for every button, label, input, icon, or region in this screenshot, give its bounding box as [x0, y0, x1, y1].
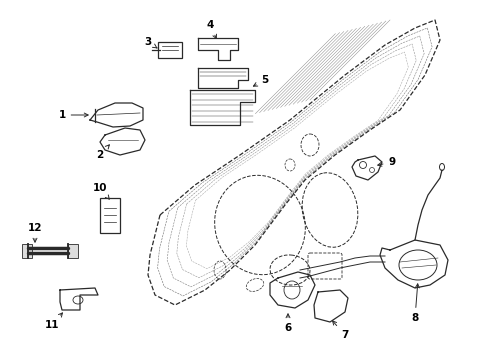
Text: 2: 2: [97, 145, 109, 160]
Bar: [100, 198, 120, 233]
Text: 7: 7: [333, 321, 349, 340]
Text: 11: 11: [45, 313, 62, 330]
Bar: [158, 42, 182, 58]
Text: 5: 5: [253, 75, 269, 86]
Text: 1: 1: [58, 110, 88, 120]
Text: 10: 10: [93, 183, 109, 199]
Text: 3: 3: [145, 37, 157, 48]
Text: 9: 9: [378, 157, 395, 167]
Text: 4: 4: [206, 20, 217, 39]
Bar: [22, 244, 32, 258]
Bar: [68, 244, 78, 258]
Text: 12: 12: [28, 223, 42, 242]
Text: 8: 8: [412, 284, 419, 323]
Text: 6: 6: [284, 314, 292, 333]
